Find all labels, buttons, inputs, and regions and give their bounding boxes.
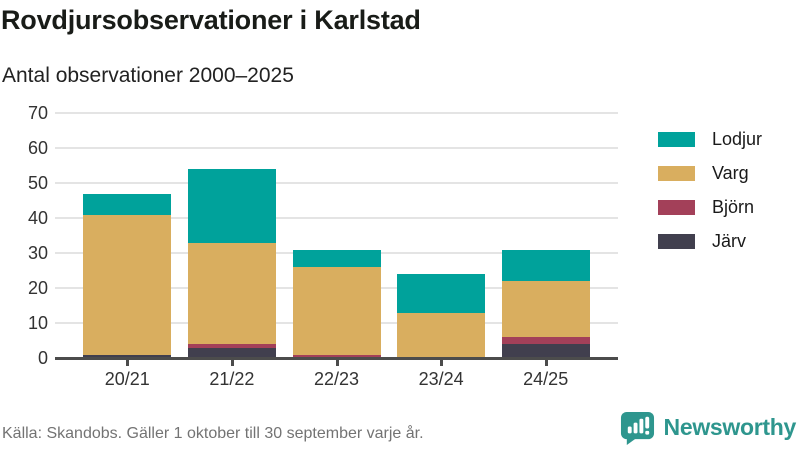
x-tick-label: 21/22: [209, 369, 255, 389]
x-tick-label: 23/24: [418, 369, 464, 389]
bar-segment-varg-2223: [292, 267, 381, 355]
y-tick-label: 10: [27, 313, 48, 333]
chart-subtitle: Antal observationer 2000–2025: [2, 64, 294, 87]
y-tick-label: 70: [27, 103, 48, 123]
bar-segment-jarv-2122: [187, 347, 276, 358]
x-axis-labels: 20/21 21/22 22/23 23/24 24/25: [55, 369, 618, 393]
legend-item-bjorn: Björn: [658, 197, 762, 218]
newsworthy-bubble-chart-icon: [620, 411, 654, 445]
x-tick-label: 22/23: [313, 369, 360, 389]
gridline-50: [55, 182, 618, 184]
bar-segment-lodjur-2122: [187, 169, 276, 243]
bar-segment-lodjur-2021: [83, 193, 172, 215]
x-tick: [126, 359, 130, 366]
bar-segment-bjorn-2223: [292, 354, 381, 358]
legend-label: Björn: [712, 197, 755, 217]
y-tick-label: 30: [27, 243, 48, 263]
legend-swatch-jarv: [658, 234, 695, 249]
legend-item-lodjur: Lodjur: [658, 129, 762, 150]
legend: Lodjur Varg Björn Järv: [658, 129, 762, 252]
x-tick: [544, 359, 548, 366]
bar-segment-lodjur-2223: [292, 249, 381, 267]
legend-swatch-varg: [658, 166, 695, 181]
legend-label: Varg: [712, 163, 749, 183]
newsworthy-wordmark: Newsworthy: [663, 414, 797, 440]
y-tick-label: 60: [27, 138, 48, 158]
legend-swatch-bjorn: [658, 200, 695, 215]
gridline-70: [55, 112, 618, 114]
bar-segment-lodjur-2324: [397, 274, 486, 313]
source-note: Källa: Skandobs. Gäller 1 oktober till 3…: [2, 425, 424, 442]
newsworthy-logo: Newsworthy: [620, 410, 796, 445]
y-axis-labels: 0 10 20 30 40 50 60 70: [0, 103, 48, 368]
x-tick-label: 20/21: [104, 369, 150, 389]
y-tick-label: 20: [27, 278, 48, 298]
y-tick-label: 40: [27, 208, 48, 228]
y-tick-label: 0: [37, 348, 48, 368]
chart-title: Rovdjursobservationer i Karlstad: [1, 5, 421, 35]
x-tick-label: 24/25: [523, 369, 569, 389]
x-axis-line: [55, 357, 618, 360]
gridline-60: [55, 147, 618, 149]
x-tick: [440, 359, 444, 366]
bar-segment-varg-2425: [501, 281, 590, 337]
bar-segment-jarv-2425: [501, 344, 590, 358]
y-tick-label: 50: [27, 173, 48, 193]
bar-segment-varg-2324: [397, 312, 486, 358]
bar-segment-bjorn-2122: [187, 344, 276, 348]
legend-label: Järv: [712, 231, 747, 251]
legend-item-varg: Varg: [658, 163, 762, 184]
plot-area: [55, 112, 618, 366]
gridline-40: [55, 217, 618, 219]
bar-segment-bjorn-2425: [501, 337, 590, 344]
legend-swatch-lodjur: [658, 132, 695, 147]
bar-segment-varg-2021: [83, 214, 172, 355]
legend-item-jarv: Järv: [658, 231, 762, 252]
bar-segment-varg-2122: [187, 242, 276, 344]
bar-segment-lodjur-2425: [501, 249, 590, 281]
x-tick: [335, 359, 339, 366]
legend-label: Lodjur: [712, 129, 763, 149]
bar-segment-jarv-2021: [83, 354, 172, 358]
x-tick: [230, 359, 234, 366]
